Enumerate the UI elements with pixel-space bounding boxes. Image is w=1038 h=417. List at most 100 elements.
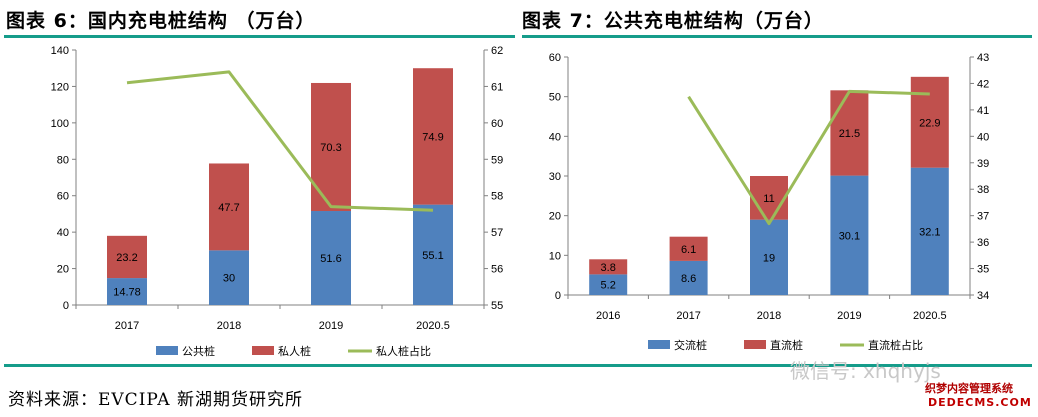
y2-tick-label: 57 (491, 227, 503, 239)
bar-交流桩 (589, 274, 628, 295)
legend-label-私人桩占比: 私人桩占比 (376, 344, 431, 358)
data-label-直流桩: 6.1 (681, 244, 696, 256)
y-tick-label: 30 (549, 171, 561, 183)
x-tick-label: 2019 (319, 320, 343, 332)
data-label-公共桩: 51.6 (320, 253, 341, 265)
y-tick-label: 60 (57, 191, 69, 203)
bar-直流桩 (589, 259, 628, 275)
legend-label-直流桩占比: 直流桩占比 (868, 338, 923, 352)
y-tick-label: 20 (549, 211, 561, 223)
y2-tick-label: 58 (491, 191, 503, 203)
y2-tick-label: 38 (977, 184, 989, 196)
y-tick-label: 140 (51, 45, 69, 57)
bar-直流桩 (830, 90, 869, 176)
legend-label-直流桩: 直流桩 (770, 338, 803, 352)
site-watermark-url: DEDECMS.COM (928, 396, 1032, 409)
left-title-rule (4, 35, 515, 38)
y-tick-label: 100 (51, 118, 69, 130)
data-label-交流桩: 30.1 (839, 230, 860, 242)
x-tick-label: 2018 (217, 320, 241, 332)
bar-交流桩 (910, 167, 949, 295)
x-tick-label: 2016 (596, 310, 620, 322)
y2-tick-label: 61 (491, 81, 503, 93)
data-label-交流桩: 8.6 (681, 273, 696, 285)
x-tick-label: 2020.5 (416, 320, 450, 332)
y2-tick-label: 35 (977, 264, 989, 276)
y2-tick-label: 62 (491, 45, 503, 57)
y2-tick-label: 56 (491, 264, 503, 276)
y2-tick-label: 59 (491, 154, 503, 166)
legend-swatch-公共桩 (156, 346, 178, 355)
data-label-直流桩: 21.5 (839, 128, 860, 140)
legend-swatch-私人桩 (252, 346, 274, 355)
y-tick-label: 60 (549, 52, 561, 64)
data-label-交流桩: 5.2 (601, 280, 616, 292)
wechat-watermark: 微信号: xhqhyjs (790, 359, 941, 383)
bar-私人桩 (107, 235, 147, 279)
bar-私人桩 (413, 68, 453, 205)
y-tick-label: 0 (555, 290, 561, 302)
y-tick-label: 20 (57, 264, 69, 276)
y2-tick-label: 39 (977, 158, 989, 170)
bar-直流桩 (910, 76, 949, 168)
data-label-直流桩: 22.9 (919, 117, 940, 129)
bar-交流桩 (750, 219, 788, 295)
y-tick-label: 10 (549, 250, 561, 262)
left-chart-title: 图表 6：国内充电桩结构 （万台） (6, 10, 316, 32)
y-tick-label: 80 (57, 154, 69, 166)
y2-tick-label: 41 (977, 105, 989, 117)
x-tick-label: 2018 (757, 310, 781, 322)
legend-label-公共桩: 公共桩 (182, 344, 215, 358)
line-私人桩占比 (126, 70, 434, 212)
site-watermark-name: 织梦内容管理系统 (925, 382, 1013, 395)
bar-直流桩 (669, 236, 708, 261)
x-tick-label: 2017 (115, 320, 139, 332)
bar-公共桩 (413, 204, 453, 305)
y2-tick-label: 34 (977, 290, 989, 302)
data-label-私人桩: 74.9 (422, 131, 443, 143)
bar-交流桩 (669, 260, 708, 295)
y2-tick-label: 37 (977, 211, 989, 223)
y2-tick-label: 36 (977, 237, 989, 249)
bar-公共桩 (107, 278, 147, 305)
bar-公共桩 (209, 250, 249, 305)
data-label-公共桩: 30 (223, 273, 235, 285)
legend-swatch-交流桩 (648, 340, 670, 349)
y-tick-label: 40 (57, 227, 69, 239)
data-label-私人桩: 70.3 (320, 142, 341, 154)
data-label-公共桩: 55.1 (422, 250, 443, 262)
legend-swatch-直流桩 (744, 340, 766, 349)
y2-tick-label: 43 (977, 52, 989, 64)
y-tick-label: 0 (63, 300, 69, 312)
y2-tick-label: 55 (491, 300, 503, 312)
line-直流桩占比 (687, 89, 930, 226)
data-label-私人桩: 47.7 (218, 202, 239, 214)
x-tick-label: 2017 (676, 310, 700, 322)
x-tick-label: 2019 (837, 310, 861, 322)
y2-tick-label: 60 (491, 118, 503, 130)
source-note: 资料来源：EVCIPA 新湖期货研究所 (8, 390, 303, 410)
data-label-交流桩: 32.1 (919, 226, 940, 238)
y2-tick-label: 42 (977, 78, 989, 90)
bar-私人桩 (209, 163, 249, 251)
data-label-公共桩: 14.78 (113, 287, 141, 299)
bar-直流桩 (750, 176, 788, 220)
legend-label-私人桩: 私人桩 (278, 344, 311, 358)
bar-公共桩 (311, 211, 351, 305)
bottom-rule (4, 364, 1032, 367)
bar-交流桩 (830, 175, 869, 295)
right-title-rule (522, 35, 1032, 38)
data-label-直流桩: 3.8 (601, 262, 616, 274)
y-tick-label: 50 (549, 92, 561, 104)
data-label-私人桩: 23.2 (116, 252, 137, 264)
right-chart-title: 图表 7：公共充电桩结构（万台） (522, 10, 824, 32)
y-tick-label: 40 (549, 131, 561, 143)
y2-tick-label: 40 (977, 131, 989, 143)
data-label-交流桩: 19 (763, 252, 775, 264)
legend-label-交流桩: 交流桩 (674, 338, 707, 352)
y-tick-label: 120 (51, 81, 69, 93)
data-label-直流桩: 11 (763, 193, 774, 205)
x-tick-label: 2020.5 (913, 310, 947, 322)
